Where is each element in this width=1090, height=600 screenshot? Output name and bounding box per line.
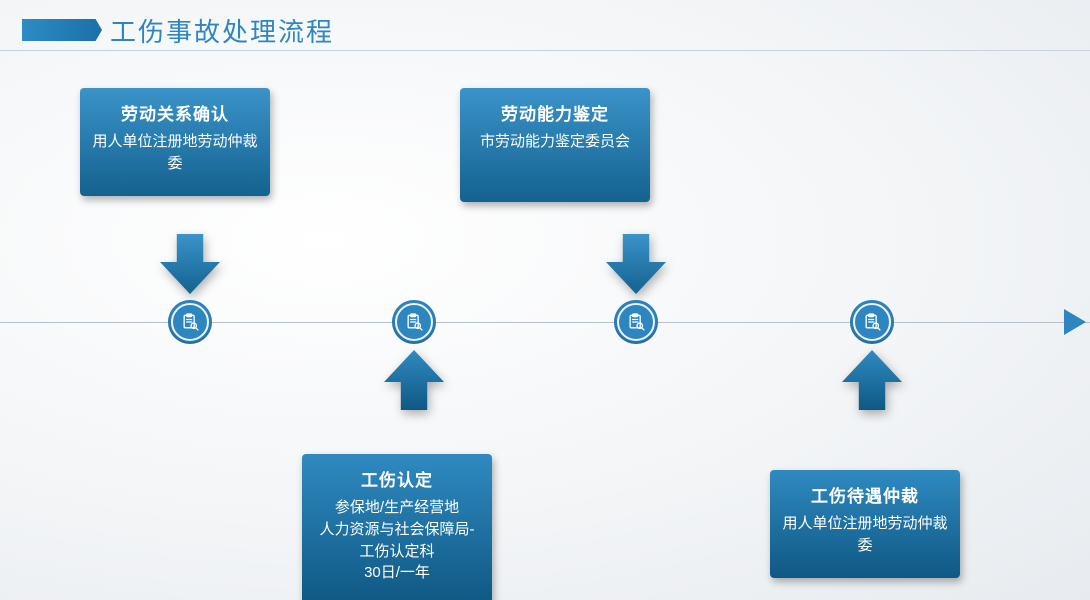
timeline-axis [0, 322, 1090, 323]
card-body: 用人单位注册地劳动仲裁委 [780, 513, 950, 557]
process-card: 劳动能力鉴定 市劳动能力鉴定委员会 [460, 88, 650, 202]
title-underline [0, 50, 1090, 51]
card-title: 工伤待遇仲裁 [780, 482, 950, 507]
title-chevron-icon [22, 19, 102, 41]
timeline-node [392, 300, 436, 344]
title-bar: 工伤事故处理流程 [22, 10, 334, 50]
connector-arrow-icon [842, 350, 902, 410]
timeline-arrow-icon [1064, 309, 1086, 335]
card-body: 用人单位注册地劳动仲裁委 [90, 131, 260, 175]
card-title: 劳动能力鉴定 [470, 100, 640, 125]
process-card: 工伤待遇仲裁 用人单位注册地劳动仲裁委 [770, 470, 960, 578]
clipboard-magnify-icon [171, 303, 209, 341]
card-title: 工伤认定 [312, 466, 482, 491]
card-body: 市劳动能力鉴定委员会 [470, 131, 640, 153]
connector-arrow-icon [384, 350, 444, 410]
connector-arrow-icon [606, 234, 666, 294]
clipboard-magnify-icon [853, 303, 891, 341]
slide: 工伤事故处理流程 [0, 0, 1090, 600]
page-title: 工伤事故处理流程 [110, 12, 334, 49]
clipboard-magnify-icon [395, 303, 433, 341]
connector-arrow-icon [160, 234, 220, 294]
clipboard-magnify-icon [617, 303, 655, 341]
timeline-node [168, 300, 212, 344]
timeline-node [850, 300, 894, 344]
process-card: 劳动关系确认 用人单位注册地劳动仲裁委 [80, 88, 270, 196]
card-body: 参保地/生产经营地 人力资源与社会保障局- 工伤认定科 30日/一年 [312, 497, 482, 584]
timeline-node [614, 300, 658, 344]
process-card: 工伤认定 参保地/生产经营地 人力资源与社会保障局- 工伤认定科 30日/一年 [302, 454, 492, 600]
card-title: 劳动关系确认 [90, 100, 260, 125]
